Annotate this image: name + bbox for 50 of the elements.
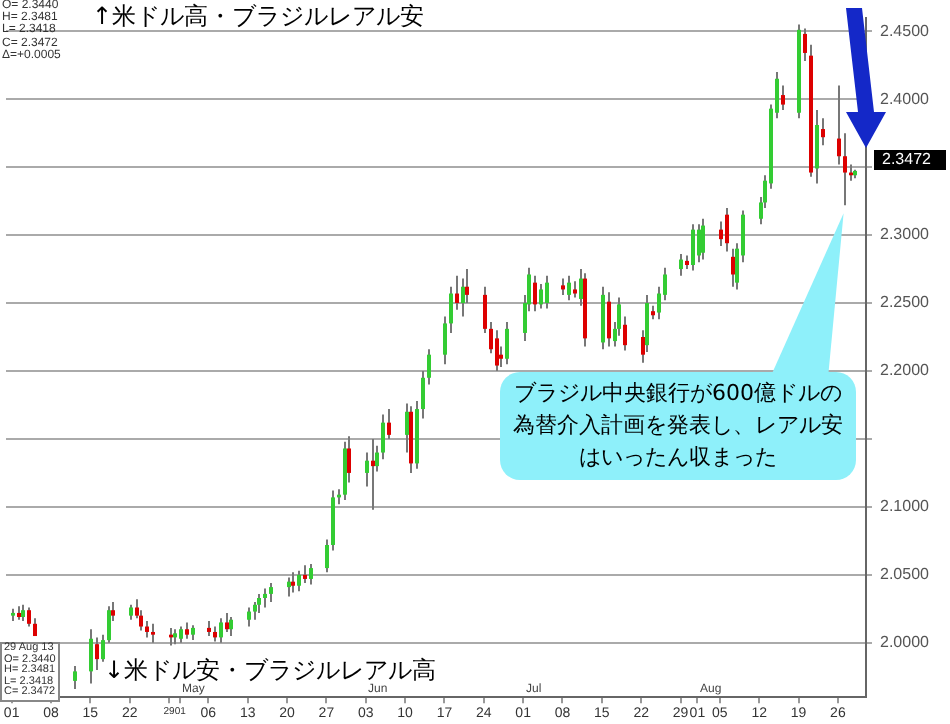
candlestick [219, 617, 223, 644]
candlestick [679, 253, 683, 277]
candlestick [545, 274, 549, 310]
candlestick [533, 274, 537, 313]
candlestick [505, 321, 509, 366]
candlestick [263, 587, 267, 609]
candlestick [95, 636, 99, 672]
candlestick [229, 616, 233, 638]
candlestick [691, 223, 695, 272]
candlestick [27, 606, 31, 628]
y-tick-label: 2.4500 [880, 21, 931, 40]
candlestick [567, 274, 571, 302]
annotation: ブラジル中央銀行が600億ドルの為替介入計画を発表し、レアル安はいったん収まった [500, 372, 856, 480]
annotation: ↑米ドル高・ブラジルレアル安 [92, 0, 425, 34]
candlestick [495, 329, 499, 372]
candlestick [371, 437, 375, 511]
candlestick [269, 582, 273, 604]
candlestick [387, 408, 391, 440]
text: 2.3472 [874, 150, 946, 170]
candlestick [343, 440, 347, 502]
y-tick-label: 2.2000 [880, 361, 931, 380]
y-tick-label: 2.1000 [880, 497, 931, 516]
candlestick [701, 217, 705, 261]
candlestick [287, 576, 291, 598]
candlestick [247, 606, 251, 628]
y-tick-label: 2.0000 [880, 633, 931, 652]
candlestick [697, 223, 701, 264]
candlestick [455, 274, 459, 311]
candlestick [151, 622, 155, 644]
y-tick-label: 2.2500 [880, 293, 931, 312]
candlestick [539, 283, 543, 310]
candlestick [725, 206, 729, 253]
candlestick [297, 569, 301, 593]
y-tick-label: 2.4000 [880, 89, 931, 108]
candlestick [73, 664, 77, 691]
candlestick [291, 571, 295, 594]
candlestick [461, 277, 465, 318]
candlestick [731, 247, 735, 288]
y-tick-label: 2.0500 [880, 565, 931, 584]
y-tick-label: 2.3000 [880, 225, 931, 244]
candlestick [821, 117, 825, 147]
candlestick [815, 109, 819, 185]
candlestick [257, 592, 261, 614]
candlestick [89, 628, 93, 685]
candlestick [781, 84, 785, 112]
candlestick [225, 611, 229, 633]
candlestick [309, 563, 313, 586]
candlestick [601, 285, 605, 351]
candlestick [719, 220, 723, 247]
candlestick [607, 291, 611, 348]
